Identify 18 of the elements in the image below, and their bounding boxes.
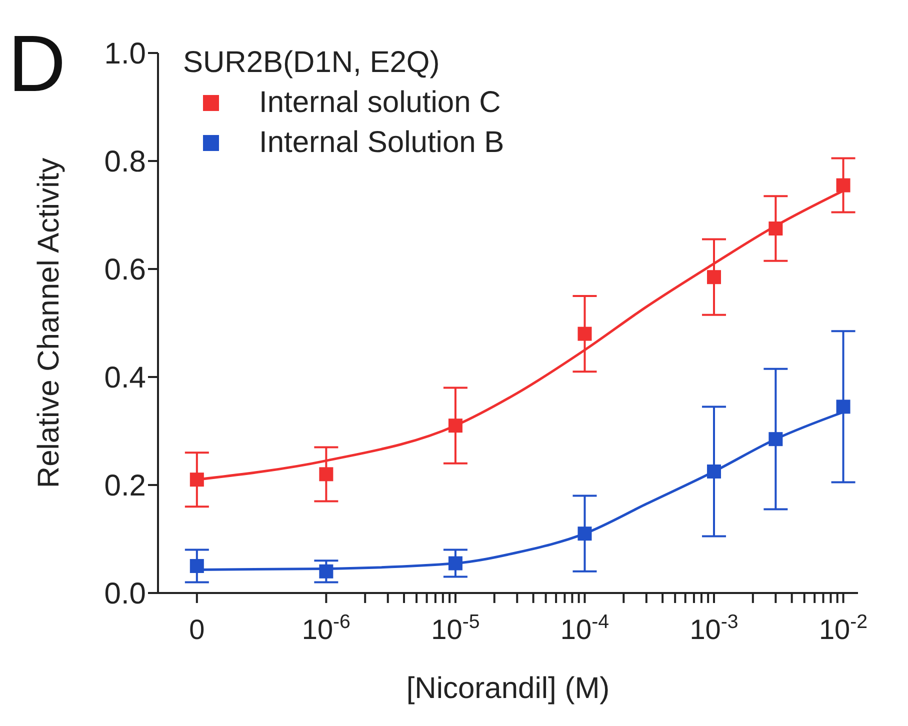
- y-tick-label: 1.0: [104, 38, 146, 71]
- y-tick-label: 0.2: [104, 470, 146, 503]
- text: D: [8, 18, 66, 110]
- y-tick-label: 0.8: [104, 146, 146, 179]
- legend-title: SUR2B(D1N, E2Q): [183, 45, 441, 81]
- legend-label: Internal Solution B: [258, 125, 506, 161]
- x-tick-label: 10$^{-4}$: [560, 611, 610, 645]
- x-tick-label: 10$^{-2}$: [818, 611, 868, 645]
- x-tick-label: 10$^{-6}$: [302, 611, 351, 645]
- y-tick-label: 0.6: [104, 254, 146, 287]
- x-axis-title: [Nicorandil] (M): [406, 672, 610, 705]
- x-tick-label: 0: [189, 614, 205, 645]
- legend-label: Internal solution C: [258, 85, 502, 121]
- y-tick-label: 0.0: [104, 578, 146, 611]
- x-tick-label: 10$^{-3}$: [690, 611, 738, 645]
- y-axis-title: Relative Channel Activity: [32, 158, 66, 488]
- y-tick-label: 0.4: [104, 362, 146, 395]
- x-tick-label: 10$^{-5}$: [431, 611, 480, 645]
